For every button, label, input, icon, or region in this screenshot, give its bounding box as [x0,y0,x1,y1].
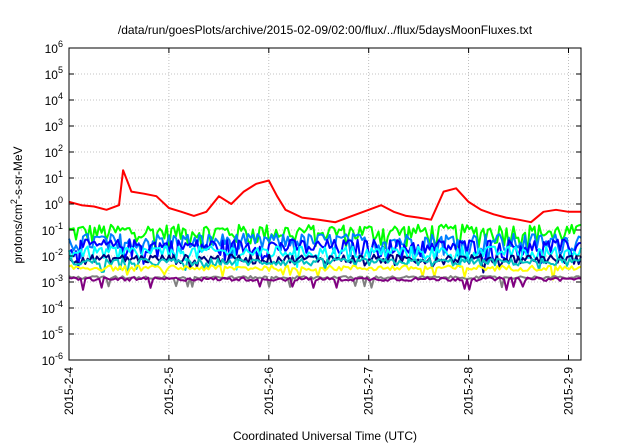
y-tick-label: 105 [45,65,63,82]
y-tick-label: 10-4 [42,299,63,316]
series-line-1 [68,169,581,224]
x-tick-label: 2015-2-4 [62,367,76,415]
y-axis-label-base: protons/cm [11,204,25,263]
series-line-10 [68,276,582,291]
series-group [68,169,582,291]
y-axis-label-sup: 2 [9,199,19,204]
y-tick-label: 10-5 [42,325,63,342]
y-axis-ticks: 106 105 104 103 102 101 100 10-1 10-2 10-3 10-4 10-… [42,39,581,368]
y-tick-label: 103 [45,117,63,134]
y-tick-label: 10-3 [42,273,63,290]
x-tick-label: 2015-2-9 [562,367,576,415]
x-axis-ticks: 2015-2-4 2015-2-5 2015-2-6 2015-2-7 2015-2-8… [62,48,576,415]
y-tick-label: 102 [45,143,63,160]
x-tick-label: 2015-2-7 [362,367,376,415]
grid [69,48,581,360]
y-tick-label: 10-6 [42,351,63,368]
y-axis-label: protons/cm2-s-sr-MeV [9,146,25,263]
series-line-5 [68,245,582,271]
y-tick-label: 10-1 [42,221,63,238]
y-tick-label: 100 [45,195,63,212]
x-tick-label: 2015-2-5 [162,367,176,415]
chart-title: /data/run/goesPlots/archive/2015-02-09/0… [118,23,533,37]
series-line-8 [68,264,582,281]
y-tick-label: 104 [45,91,63,108]
x-axis-label: Coordinated Universal Time (UTC) [233,429,417,443]
y-tick-label: 101 [45,169,63,186]
y-tick-label: 10-2 [42,247,63,264]
y-tick-label: 106 [45,39,63,56]
y-axis-label-rest: -s-sr-MeV [11,146,25,199]
x-tick-label: 2015-2-8 [462,367,476,415]
series-line-6 [68,253,582,274]
x-tick-label: 2015-2-6 [262,367,276,415]
